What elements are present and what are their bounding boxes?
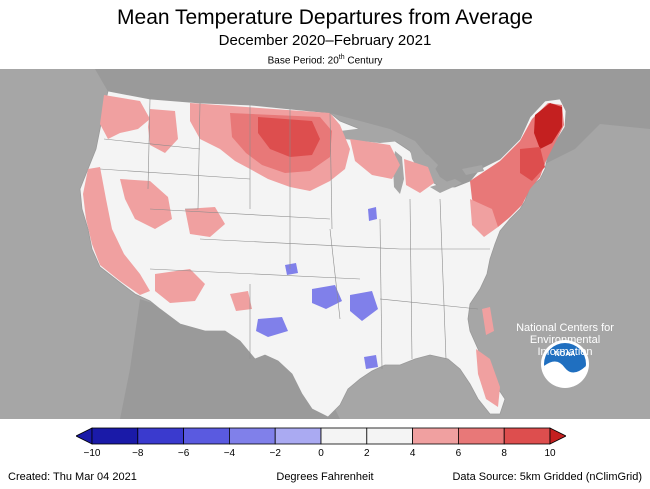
warm-michigan — [404, 159, 434, 193]
legend-segment — [503, 427, 551, 445]
legend-segment — [366, 427, 413, 445]
lake-huron — [410, 149, 438, 177]
warm-dakotas-core — [258, 117, 320, 157]
map-title: Mean Temperature Departures from Average — [117, 6, 533, 29]
legend-tick-label: 8 — [501, 448, 507, 459]
temperature-departure-map: NOAA — [0, 69, 650, 419]
warm-four-corners — [155, 269, 205, 303]
warm-great-lakes — [350, 139, 400, 179]
legend-segment — [274, 427, 322, 445]
cool-louisiana — [364, 355, 378, 369]
mexico-land — [120, 299, 340, 419]
warm-nevada-utah — [120, 179, 172, 229]
cool-kansas — [285, 263, 298, 275]
legend-tick-label: −10 — [83, 448, 101, 459]
lake-superior — [340, 127, 400, 143]
warm-anomaly-layer — [83, 95, 564, 407]
legend-segment — [91, 427, 139, 445]
warm-mid-atlantic — [470, 199, 498, 237]
cool-oklahoma — [312, 285, 342, 309]
legend-segment — [457, 427, 505, 445]
agency-name: National Centers for Environmental Infor… — [516, 322, 614, 358]
data-source: Data Source: 5km Gridded (nClimGrid) — [452, 471, 642, 483]
noaa-logo: NOAA — [541, 340, 589, 388]
legend-tick-label: 0 — [318, 448, 324, 459]
warm-colorado — [185, 207, 225, 237]
legend-tick-label: 4 — [409, 448, 416, 459]
warm-maine — [534, 103, 562, 149]
legend-segment — [320, 427, 368, 445]
legend-tick-label: −6 — [177, 448, 190, 459]
legend-segment — [228, 427, 276, 445]
base-period: Base Period: 20th Century — [267, 54, 383, 67]
warm-pacific-nw — [100, 95, 150, 139]
legend-tick-label: 10 — [544, 448, 556, 459]
cool-arkansas — [350, 291, 378, 321]
legend-tick-label: 2 — [364, 448, 370, 459]
cool-texas — [256, 317, 288, 337]
legend-arrow-low — [76, 427, 93, 445]
legend-segment — [412, 427, 459, 445]
warm-florida — [476, 349, 500, 407]
cool-anomaly-layer — [256, 207, 378, 369]
created-date: Created: Thu Mar 04 2021 — [8, 471, 137, 483]
cool-illinois — [368, 207, 377, 221]
noaa-logo-text: NOAA — [555, 351, 576, 358]
warm-idaho — [148, 109, 178, 153]
lake-ontario — [462, 165, 484, 175]
state-boundaries — [99, 98, 490, 370]
map-subtitle: December 2020–February 2021 — [218, 32, 432, 49]
warm-new-mexico — [230, 291, 252, 311]
legend-segment — [137, 427, 184, 445]
units-label: Degrees Fahrenheit — [276, 471, 374, 483]
legend-arrow-high — [549, 427, 566, 445]
warm-west-coast — [83, 167, 150, 295]
color-legend-bar — [76, 427, 566, 445]
legend-tick-label: −8 — [132, 448, 144, 459]
warm-new-england — [520, 147, 545, 181]
legend-segment — [183, 427, 230, 445]
lake-erie — [430, 179, 462, 193]
legend-tick-label: −2 — [269, 448, 281, 459]
warm-southeast-coast — [482, 307, 494, 335]
legend-tick-label: 6 — [455, 448, 462, 459]
legend-tick-label: −4 — [223, 448, 236, 459]
